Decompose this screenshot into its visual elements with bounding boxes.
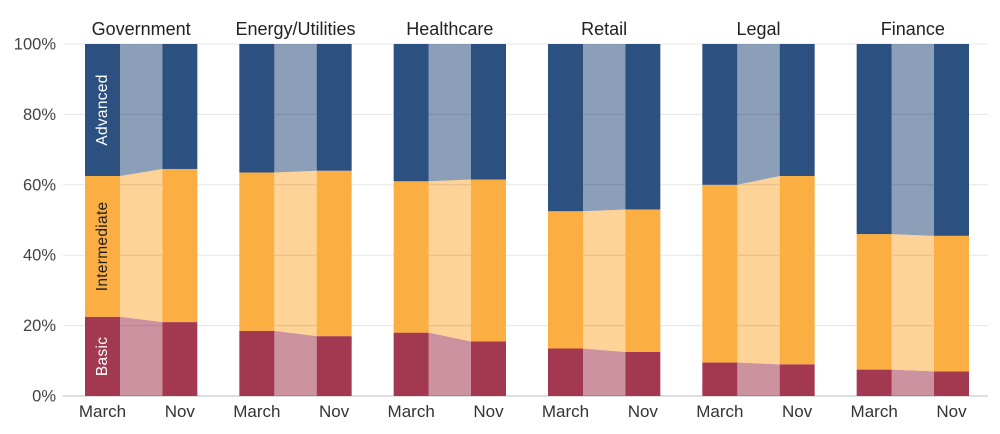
segment-label-intermediate: Intermediate <box>94 202 111 292</box>
x-label-government-nov: Nov <box>165 402 196 421</box>
x-label-healthcare-march: March <box>388 402 435 421</box>
bar-energy-utilities-march-basic <box>239 330 275 396</box>
bar-finance-march-basic <box>856 369 892 396</box>
bar-finance-nov-advanced <box>933 44 969 236</box>
y-tick-label: 40% <box>23 247 56 265</box>
bar-healthcare-nov-basic <box>470 341 506 396</box>
bar-retail-march-basic <box>547 348 583 396</box>
bar-government-nov-intermediate <box>162 168 198 323</box>
slope-band-finance-basic <box>891 369 934 396</box>
bar-energy-utilities-march-intermediate <box>239 172 275 331</box>
slope-band-finance-intermediate <box>891 234 934 372</box>
bar-legal-march-intermediate <box>702 184 738 363</box>
slope-band-retail-intermediate <box>582 209 626 352</box>
category-title-retail: Retail <box>581 19 627 39</box>
bar-legal-nov-advanced <box>779 44 815 176</box>
bar-healthcare-nov-intermediate <box>470 179 506 342</box>
slope-band-energy-utilities-basic <box>274 330 317 396</box>
x-label-healthcare-nov: Nov <box>473 402 504 421</box>
y-tick-label: 20% <box>23 317 56 335</box>
bar-finance-nov-basic <box>933 371 969 396</box>
bar-healthcare-march-advanced <box>393 44 429 182</box>
category-title-legal: Legal <box>736 19 780 39</box>
y-tick-label: 80% <box>23 106 56 124</box>
category-title-finance: Finance <box>881 19 945 39</box>
segment-label-basic: Basic <box>94 337 111 376</box>
slope-band-government-basic <box>120 316 163 396</box>
slope-band-legal-basic <box>737 362 780 396</box>
bar-energy-utilities-march-advanced <box>239 44 275 173</box>
slope-band-government-advanced <box>120 44 163 176</box>
x-label-finance-nov: Nov <box>936 402 967 421</box>
y-tick-label: 60% <box>23 176 56 194</box>
x-label-legal-march: March <box>696 402 743 421</box>
slope-band-retail-basic <box>582 348 626 396</box>
y-tick-label: 100% <box>14 36 57 54</box>
bar-government-march-intermediate <box>85 176 120 317</box>
bar-healthcare-march-intermediate <box>393 181 429 333</box>
bar-healthcare-march-basic <box>393 332 429 396</box>
slope-band-retail-advanced <box>582 44 626 212</box>
bar-legal-march-advanced <box>702 44 738 185</box>
slope-band-legal-intermediate <box>737 176 780 365</box>
x-label-finance-march: March <box>851 402 898 421</box>
bar-retail-nov-basic <box>625 352 661 396</box>
bar-retail-nov-advanced <box>625 44 661 210</box>
x-label-retail-nov: Nov <box>628 402 659 421</box>
x-label-legal-nov: Nov <box>782 402 813 421</box>
bar-legal-march-basic <box>702 362 738 396</box>
bar-energy-utilities-nov-advanced <box>316 44 352 171</box>
segment-label-advanced: Advanced <box>94 74 111 145</box>
bar-government-march-basic <box>85 316 120 396</box>
bar-healthcare-nov-advanced <box>470 44 506 180</box>
bar-retail-march-advanced <box>547 44 583 212</box>
bar-legal-nov-intermediate <box>779 176 815 365</box>
category-title-healthcare: Healthcare <box>406 19 493 39</box>
slope-band-healthcare-basic <box>428 332 471 396</box>
x-label-energy-utilities-nov: Nov <box>319 402 350 421</box>
x-label-energy-utilities-march: March <box>233 402 280 421</box>
x-label-government-march: March <box>79 402 126 421</box>
bar-retail-nov-intermediate <box>625 209 661 352</box>
slope-band-healthcare-intermediate <box>428 179 471 342</box>
y-tick-label: 0% <box>32 388 56 406</box>
slope-band-legal-advanced <box>737 44 780 185</box>
slope-band-government-intermediate <box>120 168 163 323</box>
bar-government-nov-basic <box>162 322 198 396</box>
slope-band-energy-utilities-advanced <box>274 44 317 173</box>
bar-energy-utilities-nov-intermediate <box>316 170 352 337</box>
bar-legal-nov-basic <box>779 364 815 396</box>
bar-government-march-advanced <box>85 44 120 176</box>
bar-government-nov-advanced <box>162 44 198 169</box>
bar-retail-march-intermediate <box>547 211 583 349</box>
category-title-government: Government <box>92 19 191 39</box>
bar-finance-nov-intermediate <box>933 235 969 372</box>
category-title-energy-utilities: Energy/Utilities <box>235 19 355 39</box>
slope-band-healthcare-advanced <box>428 44 471 182</box>
x-label-retail-march: March <box>542 402 589 421</box>
slope-band-energy-utilities-intermediate <box>274 170 317 337</box>
bar-energy-utilities-nov-basic <box>316 336 352 396</box>
bar-finance-march-intermediate <box>856 234 892 370</box>
slope-band-finance-advanced <box>891 44 934 236</box>
bar-finance-march-advanced <box>856 44 892 235</box>
